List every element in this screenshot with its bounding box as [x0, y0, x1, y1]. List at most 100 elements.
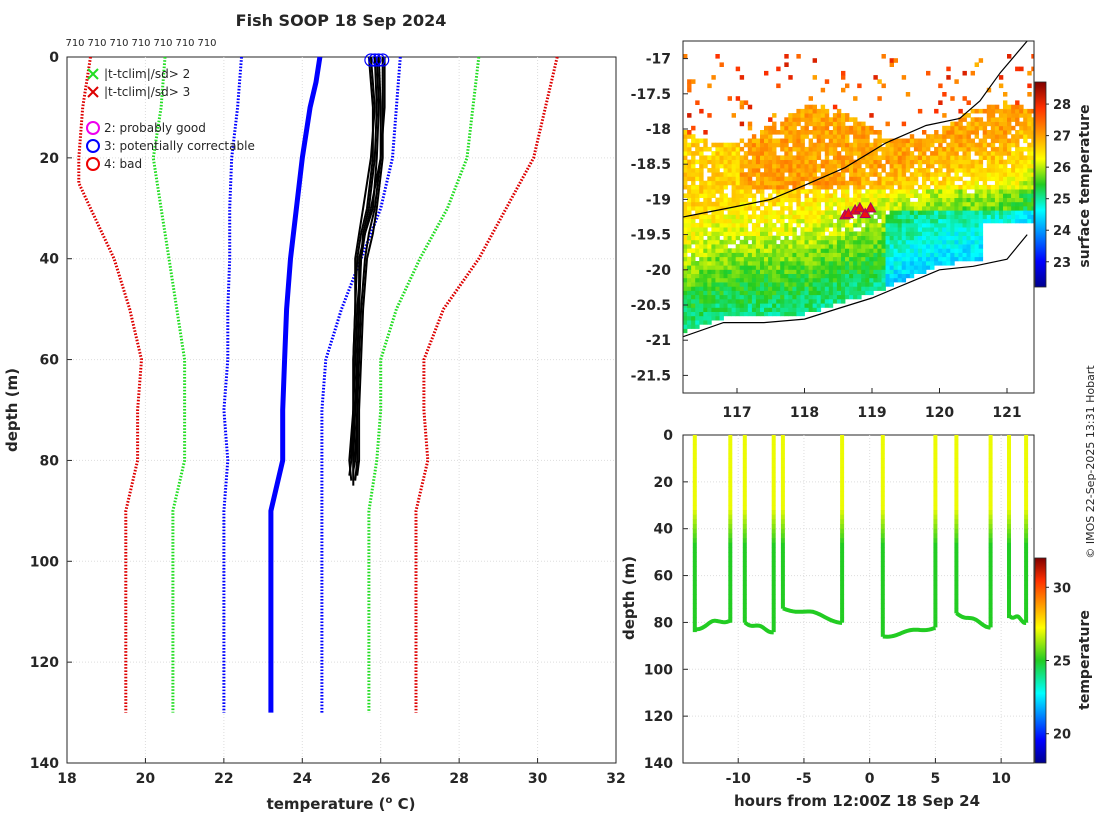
sst-pixel: [1015, 184, 1020, 190]
sst-pixel: [832, 168, 838, 173]
sst-pixel: [747, 265, 753, 270]
sst-pixel: [735, 299, 741, 304]
sst-pixel: [812, 299, 817, 304]
sst-pixel: [699, 214, 704, 220]
sst-pixel: [804, 299, 809, 304]
sst-pixel: [755, 269, 761, 274]
sst-pixel: [691, 311, 696, 317]
sst-pixel: [683, 324, 688, 329]
sst-pixel: [719, 176, 724, 182]
sst-pixel: [841, 239, 846, 245]
sst-pixel: [909, 176, 915, 182]
sst-pixel: [788, 151, 793, 156]
sst-pixel: [1031, 142, 1034, 148]
sst-pixel: [735, 311, 741, 317]
sst-pixel: [812, 155, 817, 160]
sst-pixel: [962, 113, 967, 118]
sst-pixel: [913, 155, 919, 160]
sst-pixel: [970, 218, 975, 224]
sst-pixel: [828, 168, 834, 173]
sst-pixel: [909, 189, 915, 194]
sst-pixel: [707, 184, 712, 190]
sst-pixel: [950, 256, 955, 262]
sst-pixel: [938, 261, 943, 266]
cast-descent: [954, 444, 959, 450]
sst-pixel: [820, 113, 826, 118]
sst-pixel: [816, 151, 822, 156]
sst-pixel: [695, 189, 700, 194]
sst-pixel: [978, 193, 984, 198]
sst-pixel: [703, 146, 708, 152]
cast-ascent: [728, 477, 733, 483]
sst-pixel: [913, 239, 919, 245]
sst-pixel: [1003, 130, 1008, 135]
profile-measured-casts: [348, 56, 386, 486]
sst-pixel: [804, 117, 809, 122]
sst-pixel: [849, 235, 854, 241]
sst-pixel: [885, 218, 890, 224]
sst-pixel: [885, 214, 890, 220]
sst-pixel: [986, 210, 992, 215]
sst-pixel: [687, 299, 692, 304]
sst-pixel: [942, 201, 947, 207]
sst-pixel: [946, 159, 951, 165]
sst-pixel: [841, 193, 846, 198]
cast-descent: [1007, 491, 1011, 497]
sst-pixel: [747, 261, 753, 266]
sst-pixel: [885, 180, 890, 186]
sst-pixel: [930, 138, 935, 144]
sst-pixel: [853, 180, 858, 186]
sst-pixel: [739, 121, 745, 127]
shelf-line: [683, 41, 1028, 218]
sst-pixel: [723, 184, 728, 190]
sst-pixel: [788, 248, 793, 253]
sst-pixel: [792, 303, 797, 308]
sst-pixel: [727, 96, 732, 101]
sst-pixel: [808, 104, 813, 110]
sst-pixel: [1031, 117, 1034, 122]
sst-pixel: [723, 269, 728, 274]
sst-pixel: [715, 189, 720, 194]
sst-pixel: [723, 142, 728, 148]
sst-pixel: [954, 155, 959, 160]
cast-ascent: [728, 449, 733, 455]
sst-pixel: [707, 155, 712, 160]
sst-pixel: [942, 172, 947, 177]
cast-ascent: [988, 528, 993, 534]
sst-pixel: [800, 311, 805, 317]
sst-pixel: [772, 125, 777, 131]
sst-pixel: [727, 269, 732, 274]
sst-pixel: [703, 239, 708, 245]
sst-pixel: [812, 142, 817, 148]
sst-pixel: [755, 286, 761, 291]
cast-descent: [880, 599, 885, 604]
sst-pixel: [739, 176, 745, 182]
cast-ascent: [840, 547, 845, 553]
cast-descent: [880, 542, 885, 548]
sst-pixel: [901, 218, 907, 224]
sst-pixel: [764, 130, 769, 135]
sst-pixel: [938, 214, 943, 220]
sst-pixel: [869, 146, 874, 152]
sst-pixel: [1015, 168, 1020, 173]
sst-pixel: [804, 303, 809, 308]
sst-pixel: [1007, 54, 1012, 59]
sst-pixel: [691, 155, 696, 160]
cast-ascent: [1024, 439, 1029, 445]
sst-pixel: [731, 172, 736, 177]
sst-pixel: [845, 294, 850, 300]
sst-pixel: [845, 193, 850, 198]
sst-pixel: [828, 231, 834, 236]
sst-pixel: [853, 294, 858, 300]
sst-pixel: [1003, 201, 1008, 207]
sst-pixel: [845, 290, 850, 296]
sst-pixel: [820, 286, 826, 291]
sst-pixel: [1015, 214, 1020, 220]
sst-pixel: [739, 248, 745, 253]
sst-pixel: [792, 121, 797, 127]
sst-pixel: [938, 239, 943, 245]
sst-pixel: [1019, 176, 1024, 182]
cast-ascent: [988, 458, 993, 464]
sst-pixel: [998, 189, 1004, 194]
cast-ascent: [728, 589, 733, 595]
